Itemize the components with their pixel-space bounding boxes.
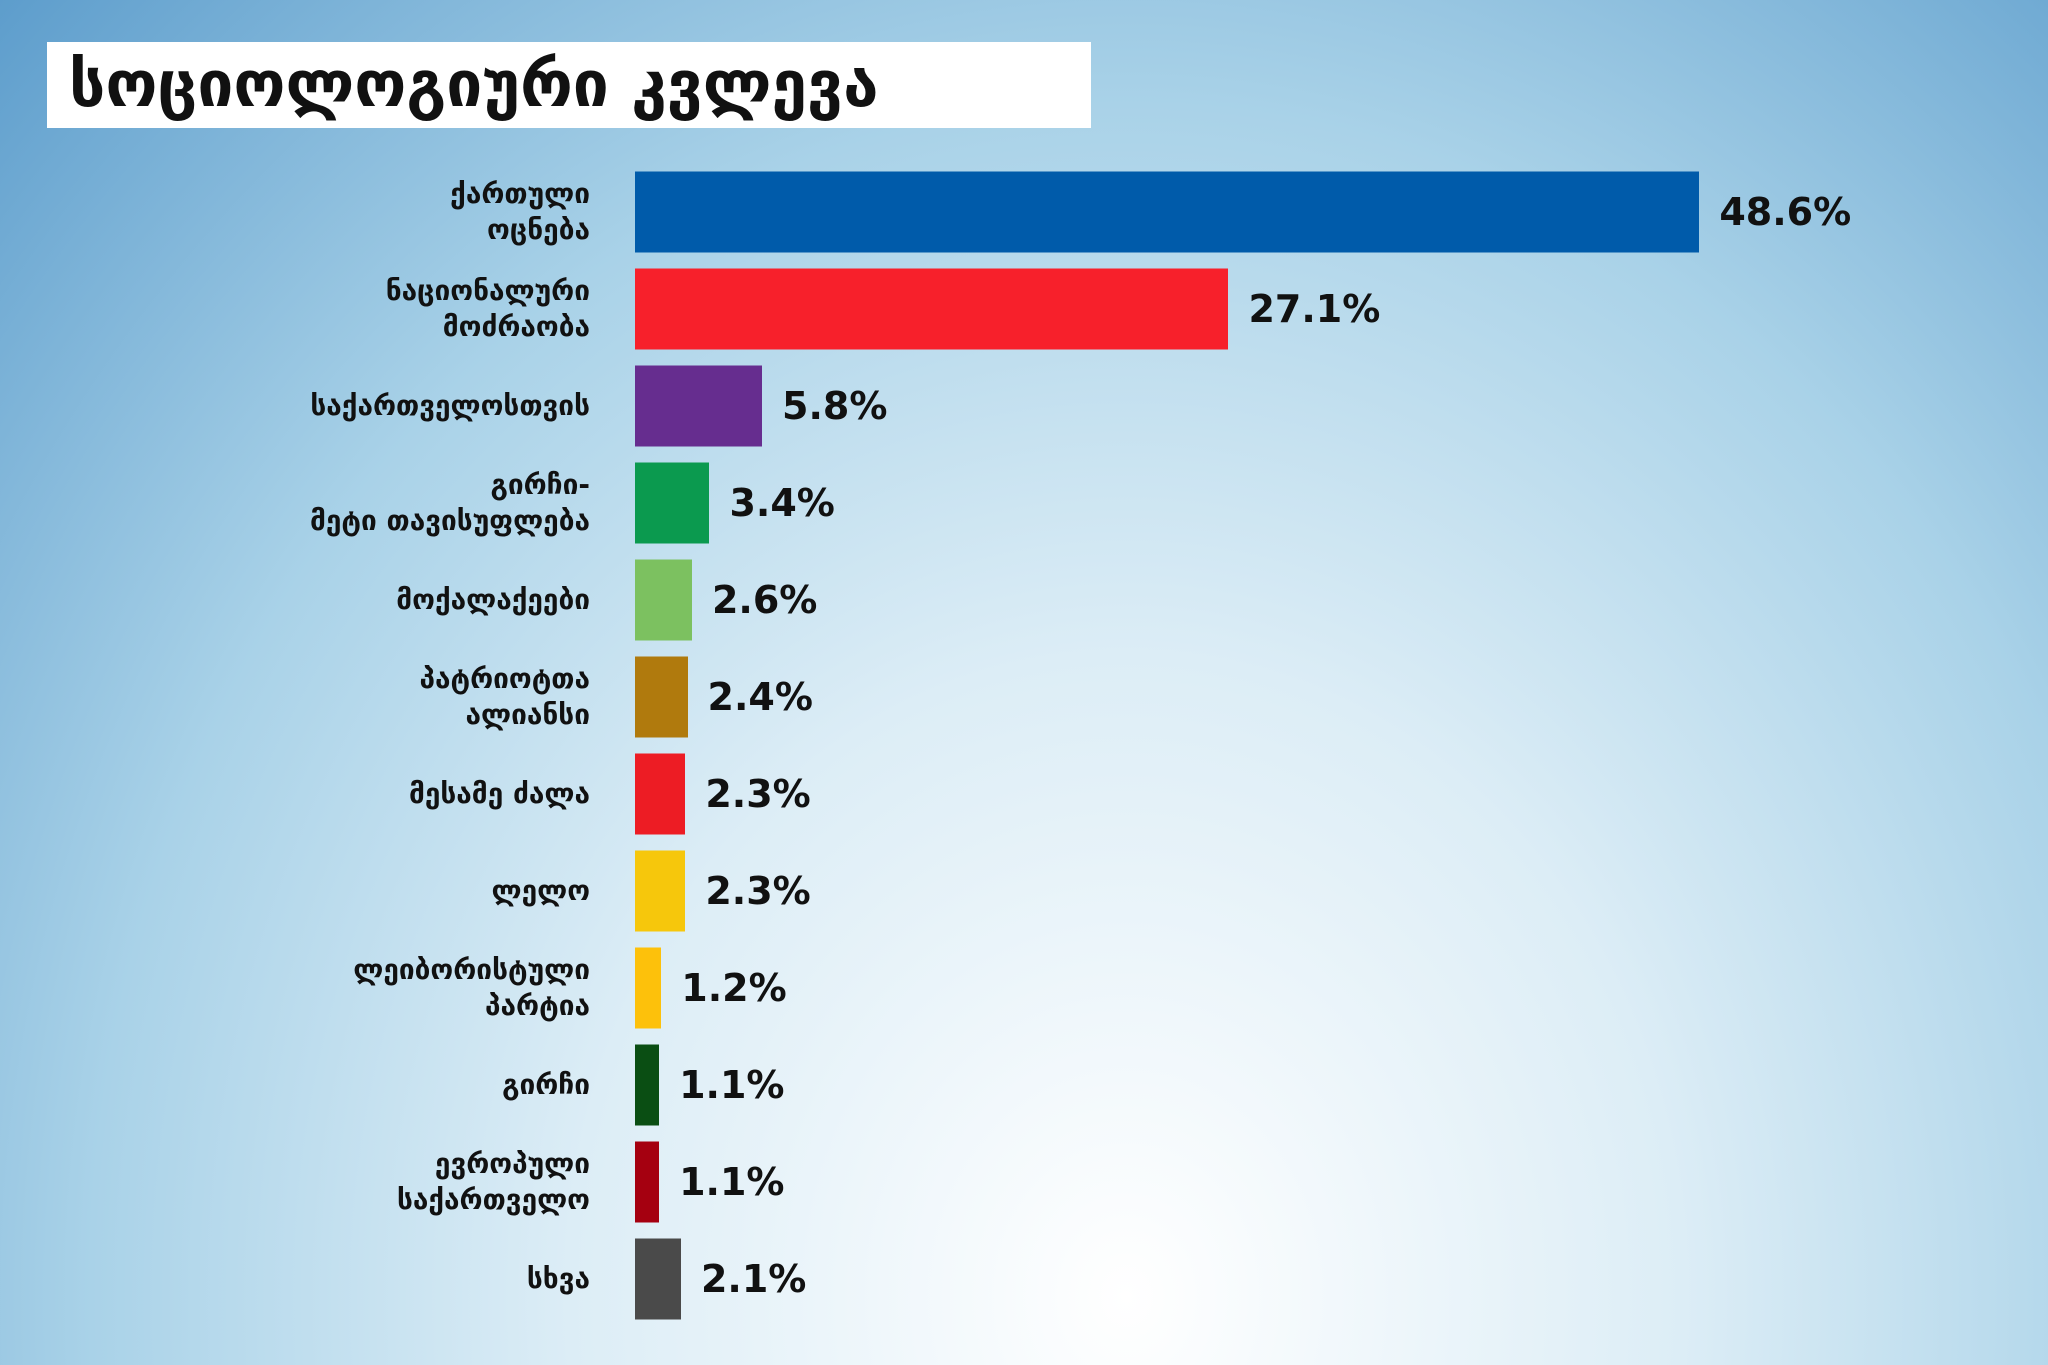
category-label: გირჩი- მეტი თავისუფლება: [309, 468, 590, 537]
category-label: მესამე ძალა: [408, 777, 590, 810]
chart-title: სოციოლოგიური კვლევა: [47, 42, 1091, 128]
bar: [635, 559, 692, 641]
bar: [635, 850, 686, 932]
bar: [635, 1044, 660, 1126]
category-label: სხვა: [526, 1262, 590, 1295]
value-label: 1.1%: [679, 1160, 785, 1204]
value-label: 1.2%: [681, 966, 787, 1010]
category-label: ლელო: [491, 874, 591, 907]
category-label: ქართული ოცნება: [450, 177, 590, 246]
bar: [635, 365, 763, 447]
value-label: 2.6%: [711, 578, 818, 622]
value-label: 3.4%: [729, 481, 835, 525]
bar: [635, 1141, 660, 1223]
value-label: 27.1%: [1248, 287, 1381, 331]
bar: [635, 1238, 681, 1320]
value-label: 48.6%: [1719, 190, 1852, 234]
category-label: ნაციონალური მოძრაობა: [385, 274, 590, 343]
category-label: ევროპული საქართველო: [396, 1147, 590, 1216]
category-label: საქართველოსთვის: [310, 389, 590, 422]
category-label: მოქალაქეები: [396, 583, 590, 616]
category-label: ლეიბორისტული პარტია: [353, 953, 590, 1022]
value-label: 1.1%: [679, 1063, 785, 1107]
category-label: პატრიოტთა ალიანსი: [419, 662, 590, 731]
value-label: 2.3%: [705, 869, 811, 913]
value-label: 5.8%: [782, 384, 888, 428]
bar: [635, 947, 662, 1029]
bar: [635, 171, 1700, 253]
value-label: 2.4%: [707, 675, 813, 719]
category-label: გირჩი: [502, 1068, 590, 1101]
bar: [635, 462, 710, 544]
value-label: 2.1%: [700, 1257, 807, 1301]
value-label: 2.3%: [705, 772, 811, 816]
bar: [635, 753, 686, 835]
bar: [635, 268, 1229, 350]
bar: [635, 656, 688, 738]
